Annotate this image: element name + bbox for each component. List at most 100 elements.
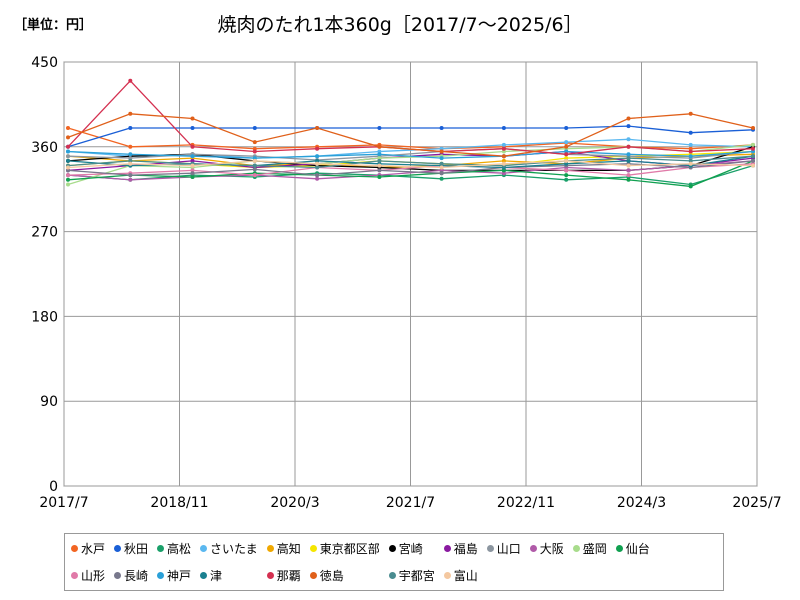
legend-marker (486, 545, 494, 552)
data-point (66, 154, 70, 159)
legend-item: さいたま (200, 538, 258, 559)
data-point (564, 158, 569, 163)
x-tick-label: 2020/3 (270, 495, 319, 511)
data-point (128, 156, 133, 161)
data-point (626, 156, 631, 161)
legend-item: 高知 (266, 538, 301, 559)
data-point (501, 126, 506, 130)
data-point (626, 177, 631, 182)
y-tick-label: 180 (31, 309, 58, 325)
x-tick-labels: 2017/7 2018/11 2020/3 2021/7 2022/11 2024/3 20… (39, 495, 781, 511)
data-point (564, 152, 569, 157)
data-point (501, 154, 506, 159)
legend-marker (309, 545, 317, 552)
legend-label: 津 (210, 569, 223, 583)
legend-label: 盛岡 (582, 542, 607, 556)
legend-marker (266, 545, 274, 552)
data-point (128, 78, 133, 83)
legend-marker (443, 572, 451, 579)
data-point (688, 111, 693, 116)
data-point (439, 165, 444, 170)
legend-item: 富山 (443, 565, 478, 586)
data-point (688, 142, 693, 147)
data-point (190, 116, 195, 121)
series-line (67, 164, 754, 186)
x-tick-label: 2025/7 (732, 495, 781, 511)
data-point (190, 175, 195, 179)
data-point (564, 168, 569, 173)
data-point (315, 146, 320, 151)
legend-marker (388, 545, 396, 552)
legend-item: 宮崎 (388, 538, 435, 559)
data-point (688, 149, 693, 154)
legend-marker (529, 545, 537, 552)
data-point (564, 156, 569, 161)
data-point (626, 152, 631, 157)
data-point (128, 111, 133, 116)
legend-item: 水戸 (71, 538, 105, 559)
series-line (67, 160, 754, 181)
legend-label: 山形 (81, 569, 106, 583)
data-point (626, 158, 631, 163)
legend-item: 高松 (157, 538, 191, 559)
legend-label: 山口 (496, 542, 521, 556)
legend-item: 那覇 (266, 565, 301, 586)
legend-label: 那覇 (276, 569, 301, 583)
data-point (564, 173, 569, 178)
data-point (315, 176, 320, 181)
unit-label: ［単位：円］ (14, 18, 93, 33)
data-point (439, 161, 444, 166)
data-point (252, 156, 257, 161)
chart-title: 焼肉のたれ1本360g［2017/7～2025/6］ (217, 14, 583, 36)
legend-label: 宮崎 (398, 542, 423, 556)
legend-marker (572, 545, 580, 552)
data-point (190, 144, 195, 149)
data-point (66, 158, 70, 163)
data-point (377, 175, 382, 179)
data-point (315, 165, 320, 170)
data-point (626, 173, 631, 178)
legend-item: 宇都宮 (388, 565, 435, 586)
data-point (564, 177, 569, 182)
data-point (190, 154, 195, 159)
legend-item: 東京都区部 (309, 538, 380, 559)
data-point (128, 177, 133, 182)
data-point (626, 144, 631, 149)
data-point (377, 163, 382, 168)
data-point (315, 158, 320, 163)
legend-label: 仙台 (625, 542, 650, 556)
x-tick-label: 2017/7 (39, 495, 88, 511)
legend-label: 神戸 (167, 569, 192, 583)
data-point (66, 177, 70, 182)
series-line (67, 148, 754, 161)
data-point (564, 149, 569, 154)
legend-item: 盛岡 (572, 538, 607, 559)
data-point (377, 152, 382, 157)
data-point (315, 161, 320, 166)
data-point (315, 126, 320, 130)
data-point (315, 173, 320, 178)
series-lines (66, 78, 755, 189)
legend-marker (443, 545, 451, 552)
legend-item: 長崎 (114, 565, 148, 586)
legend-item: 津 (200, 565, 258, 586)
legend-marker (388, 572, 396, 579)
data-point (501, 142, 506, 147)
legend-item: 福島 (443, 538, 478, 559)
data-point (751, 154, 755, 159)
data-point (439, 176, 444, 181)
data-point (128, 126, 133, 130)
legend-marker (114, 545, 122, 552)
data-point (252, 167, 257, 172)
data-point (626, 163, 631, 168)
data-point (252, 173, 257, 178)
data-point (751, 126, 755, 130)
y-tick-labels: 0 90 180 270 360 450 (31, 55, 58, 495)
data-point (66, 165, 70, 170)
data-point (315, 154, 320, 159)
legend-marker (157, 572, 165, 579)
data-point (688, 146, 693, 151)
data-point (190, 168, 195, 173)
data-point (252, 146, 257, 151)
legend-marker (71, 545, 78, 552)
